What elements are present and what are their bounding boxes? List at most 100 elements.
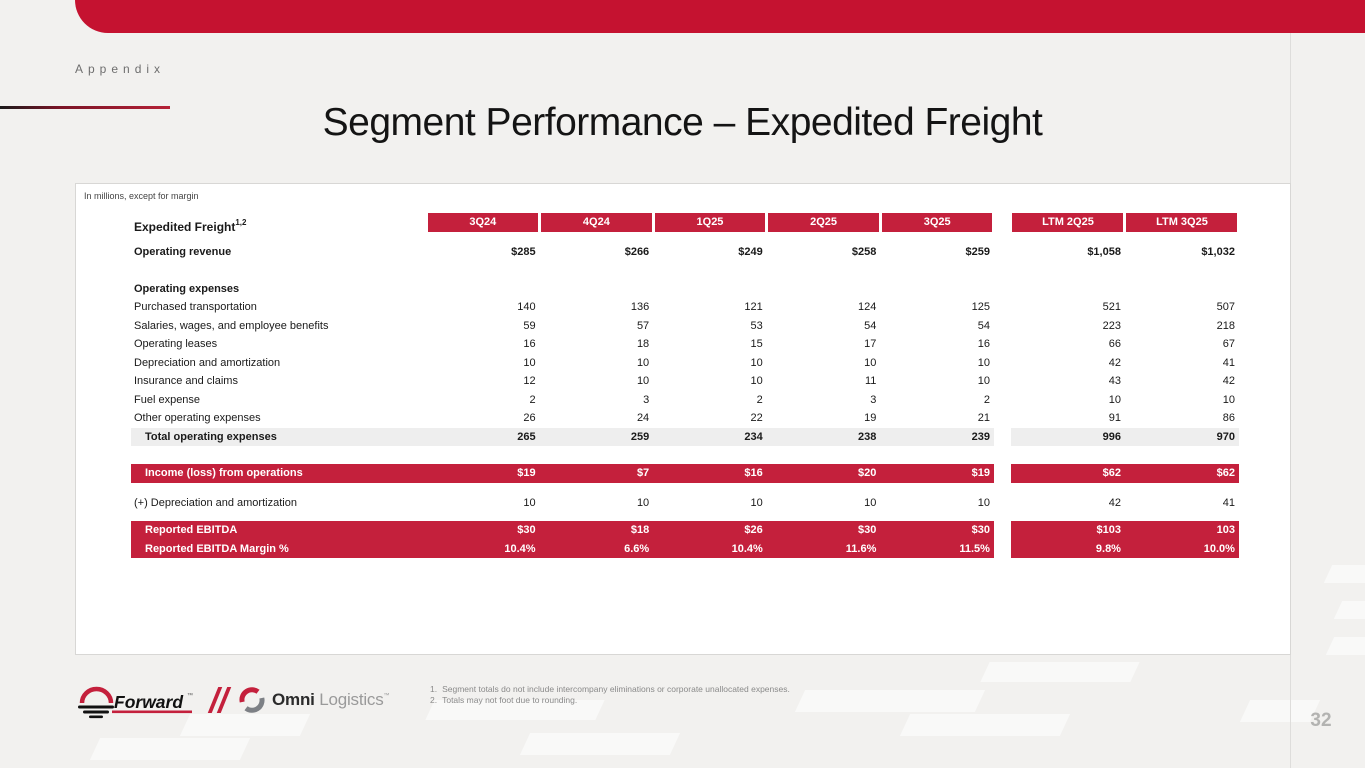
cell-value: 16	[523, 338, 536, 350]
table-row-expense: Insurance and claims 12 10 10 11 10 43 42	[131, 372, 1239, 391]
cell-value: 125	[971, 301, 990, 313]
footnotes: 1. Segment totals do not include intercom…	[430, 684, 790, 706]
footnote-text: Segment totals do not include intercompa…	[442, 684, 790, 694]
row-label: Operating leases	[134, 338, 218, 350]
cell-value: 12	[523, 375, 536, 387]
footnote-item: 1. Segment totals do not include intercom…	[430, 684, 790, 695]
cell-value: 22	[750, 412, 763, 424]
column-gap	[994, 335, 1011, 354]
cell-value: 10	[750, 496, 763, 509]
cell-value: 53	[750, 319, 763, 332]
cell-value: 239	[880, 427, 994, 446]
column-gap	[994, 391, 1011, 410]
cell-value: 6.6%	[539, 539, 654, 558]
cell-value: $30	[426, 521, 540, 540]
cell-value: $16	[653, 464, 767, 483]
cell-value: 54	[864, 319, 877, 332]
cell-value: 10	[750, 375, 763, 387]
cell-value: 103	[1124, 521, 1239, 540]
column-gap	[994, 372, 1011, 391]
row-group-title-text: Expedited Freight	[134, 220, 236, 234]
row-label: Purchased transportation	[134, 301, 257, 313]
column-gap	[994, 494, 1011, 513]
column-gap	[994, 243, 1011, 262]
eyebrow-divider	[0, 106, 170, 109]
cell-value: 10.4%	[653, 539, 767, 558]
page-number: 32	[1310, 710, 1332, 731]
table-header-row: Expedited Freight1,2 3Q24 4Q24 1Q25 2Q25 3Q25…	[131, 213, 1239, 237]
table-row-expense: Fuel expense 2 3 2 3 2 10 10	[131, 391, 1239, 410]
cell-value: 10	[523, 496, 536, 509]
table-row-expense: Depreciation and amortization 10 10 10 10 10 4…	[131, 354, 1239, 373]
column-header-label: 3Q24	[427, 213, 539, 232]
cell-value: 91	[1108, 412, 1121, 424]
cell-value: 41	[1222, 496, 1235, 509]
cell-value: $62	[1124, 464, 1239, 483]
column-header-label: LTM 2Q25	[1012, 213, 1124, 232]
cell-value: 10	[523, 356, 536, 369]
footnote-number: 2.	[430, 695, 438, 705]
cell-value: $266	[624, 246, 650, 258]
logo-separator-icon	[207, 687, 231, 713]
cell-value: 26	[523, 412, 536, 424]
cell-value: 121	[744, 301, 763, 313]
row-label: (+) Depreciation and amortization	[134, 496, 297, 509]
table-row-ebitda-margin: Reported EBITDA Margin % 10.4% 6.6% 10.4% 11…	[131, 539, 1239, 558]
cell-value: 11	[864, 375, 877, 387]
column-header: 1Q25	[653, 213, 767, 237]
cell-value: 11.5%	[880, 539, 994, 558]
column-gap	[994, 298, 1011, 317]
cell-value: 238	[766, 427, 881, 446]
table-row-expense: Operating leases 16 18 15 17 16 66 67	[131, 335, 1239, 354]
cell-value: 10	[1222, 393, 1235, 406]
row-label: Total operating expenses	[131, 427, 426, 446]
cell-value	[426, 280, 540, 299]
cell-value: 10	[1108, 393, 1121, 406]
cell-value: 10	[864, 356, 877, 369]
cell-value: 11.6%	[766, 539, 881, 558]
cell-value: $285	[511, 246, 536, 258]
table-row-adjustment: (+) Depreciation and amortization 10 10 10 1…	[131, 494, 1239, 513]
cell-value: 223	[1102, 319, 1121, 332]
cell-value: 21	[977, 412, 990, 424]
cell-value	[540, 280, 654, 299]
cell-value: 124	[858, 301, 877, 313]
top-accent-bar	[75, 0, 1365, 33]
cell-value: 10	[636, 356, 650, 369]
cell-value: 43	[1108, 375, 1121, 387]
cell-value: 140	[517, 301, 536, 313]
footnote-reference: 1,2	[235, 218, 247, 227]
cell-value: $259	[965, 246, 990, 258]
cell-value	[653, 280, 767, 299]
column-gap	[994, 409, 1011, 428]
cell-value: 259	[539, 427, 654, 446]
section-eyebrow: Appendix	[75, 62, 166, 76]
cell-value: 507	[1216, 301, 1235, 313]
cell-value: 10.0%	[1124, 539, 1239, 558]
row-label: Insurance and claims	[134, 375, 238, 387]
cell-value: $258	[851, 246, 877, 258]
table-row-total: Total operating expenses 265 259 234 238 239 9…	[131, 427, 1239, 446]
table-row-revenue: Operating revenue $285 $266 $249 $258 $259 $1,…	[131, 243, 1239, 262]
column-gap	[994, 521, 1011, 540]
cell-value: $30	[766, 521, 881, 540]
cell-value: 42	[1222, 375, 1235, 387]
footer-logos: Forward ™ Omni Logistics™	[75, 680, 390, 720]
column-header-label: 4Q24	[541, 213, 652, 232]
cell-value: $249	[738, 246, 763, 258]
cell-value: $1,058	[1087, 246, 1121, 258]
cell-value: 2	[529, 393, 536, 406]
table-row-expense: Salaries, wages, and employee benefits 59…	[131, 317, 1239, 336]
cell-value: 9.8%	[1010, 539, 1125, 558]
cell-value: $20	[766, 464, 881, 483]
cell-value: 17	[864, 338, 877, 350]
row-label: Reported EBITDA	[131, 521, 426, 540]
cell-value: 218	[1216, 319, 1235, 332]
cell-value: 2	[756, 393, 763, 406]
cell-value: 10	[636, 375, 650, 387]
cell-value: 521	[1102, 301, 1121, 313]
row-label: Salaries, wages, and employee benefits	[134, 319, 329, 332]
page-title: Segment Performance – Expedited Freight	[322, 101, 1043, 144]
cell-value: 265	[426, 427, 540, 446]
